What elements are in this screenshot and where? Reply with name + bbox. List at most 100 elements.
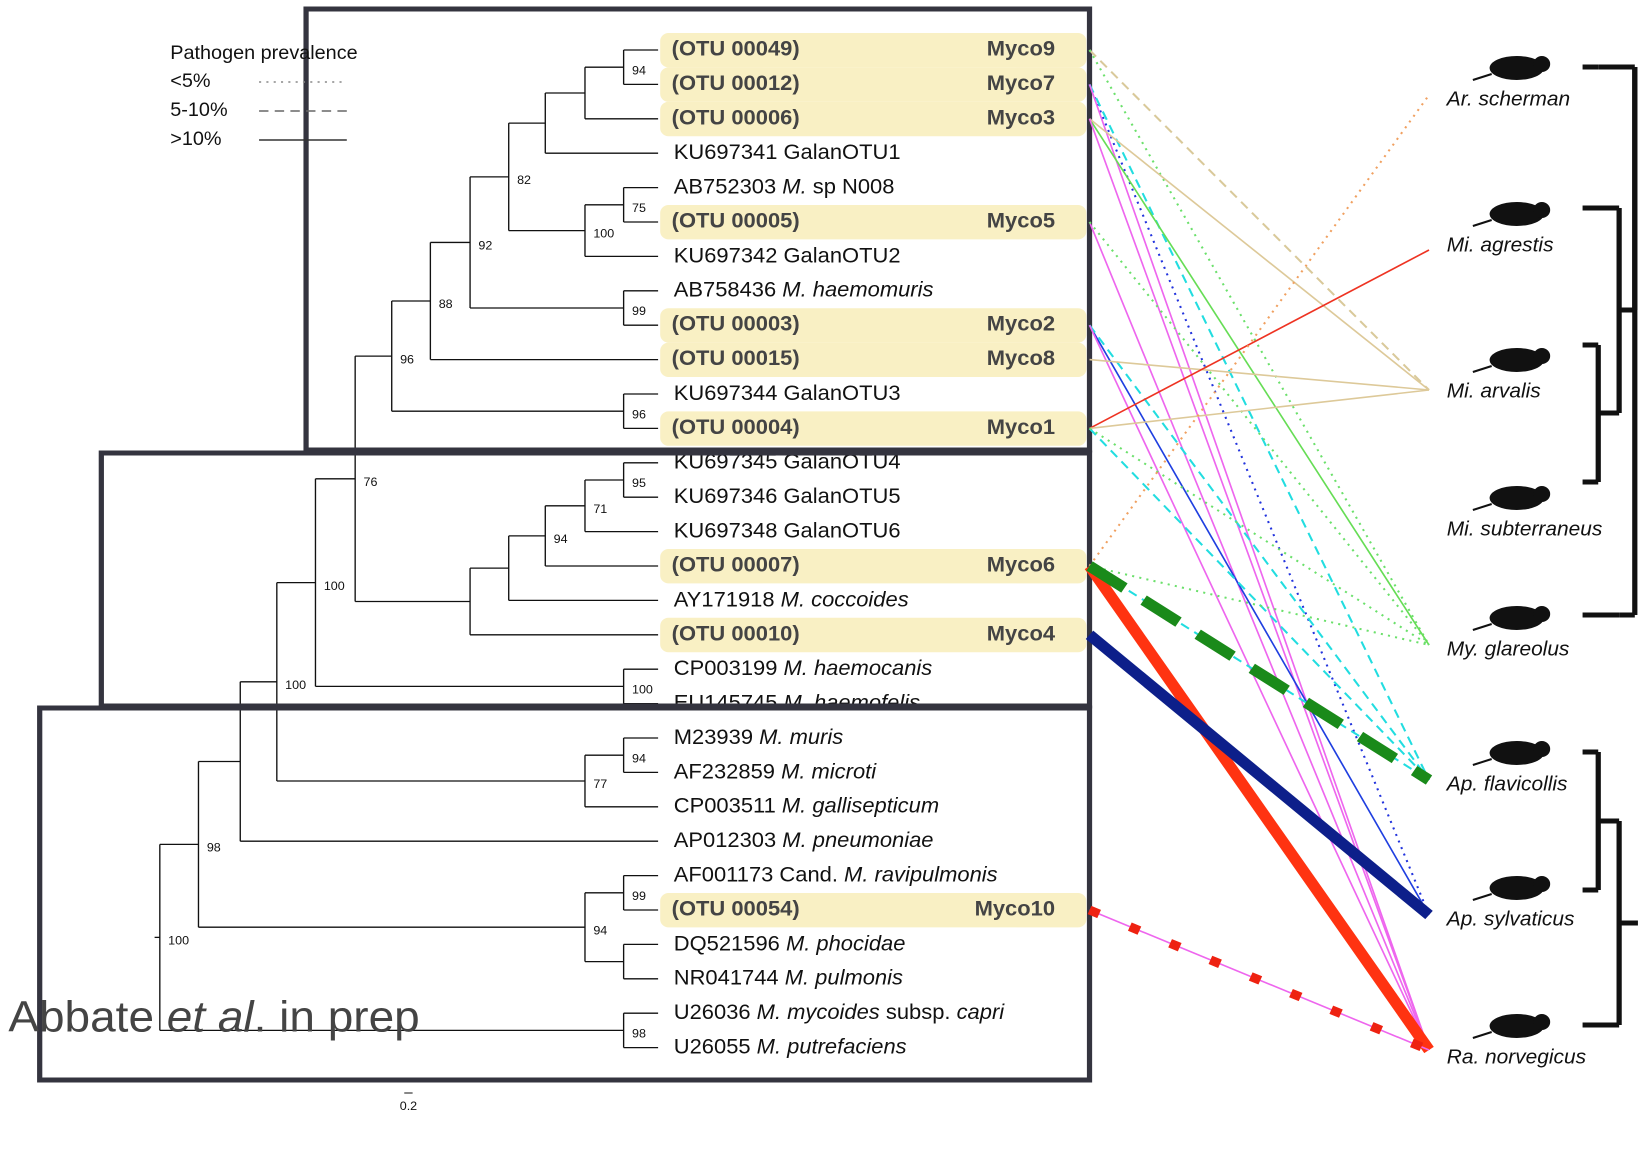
tip-label: KU697341 GalanOTU1 xyxy=(674,140,901,163)
otu-highlight xyxy=(660,101,1087,137)
tip-label: AB752303 M. sp N008 xyxy=(674,175,895,198)
association-link xyxy=(1084,562,1434,1054)
tip-label: KU697348 GalanOTU6 xyxy=(674,519,901,542)
silhouette-tail xyxy=(1472,503,1493,511)
tip-label-part: M. muris xyxy=(759,725,843,748)
bootstrap-value: 94 xyxy=(554,532,568,546)
figure-body: 94 75 100 82 99 92 88 96 96 95 71 94 76 100 100 94 77 100… xyxy=(8,6,1638,1113)
tip-label: AF232859 M. microti xyxy=(674,759,878,782)
credit: Abbate et al. in prep xyxy=(8,992,419,1042)
clade-box xyxy=(303,6,1093,453)
host-silhouette xyxy=(1472,202,1551,227)
tip-label-part: M23939 xyxy=(674,725,759,748)
tip-label-part: U26055 xyxy=(674,1035,757,1058)
tip-label: EU145745 M. haemofelis xyxy=(674,691,921,714)
association-link xyxy=(1088,118,1430,646)
tip-label-part: M. putrefaciens xyxy=(757,1035,907,1058)
host-label: Ap. sylvaticus xyxy=(1445,908,1575,930)
otu-label: (OTU 00010) xyxy=(672,622,800,645)
tip-label: CP003511 M. gallisepticum xyxy=(674,794,939,817)
silhouette-tail xyxy=(1472,758,1493,766)
tip-label-part: KU697344 GalanOTU3 xyxy=(674,381,901,404)
myco-label: Myco1 xyxy=(987,415,1055,438)
otu-highlight xyxy=(660,342,1087,377)
association-link xyxy=(1088,221,1430,646)
myco-label: Myco2 xyxy=(987,312,1055,335)
tip-label-part: M. pneumoniae xyxy=(782,828,933,851)
bootstrap-value: 75 xyxy=(632,201,646,215)
silhouette-tail xyxy=(1472,73,1493,81)
tip-label-part: NR041744 xyxy=(674,966,785,989)
silhouette-head xyxy=(1533,876,1551,892)
bootstrap-value: 96 xyxy=(632,408,646,422)
host-silhouette xyxy=(1472,486,1551,511)
myco-label: Myco8 xyxy=(987,347,1055,370)
tip-label-part: M. xyxy=(782,175,806,198)
association-link xyxy=(1088,427,1430,646)
association-link xyxy=(1088,84,1430,1051)
silhouette-body xyxy=(1489,56,1544,80)
credit-part: Abbate xyxy=(8,992,166,1042)
association-link xyxy=(1088,94,1430,567)
legend-title: Pathogen prevalence xyxy=(170,42,357,64)
otu-highlight xyxy=(660,617,1087,653)
association-link xyxy=(1088,324,1430,916)
otu-label: (OTU 00005) xyxy=(672,209,800,232)
association-link xyxy=(1089,389,1430,430)
myco-label: Myco7 xyxy=(987,71,1055,94)
otu-highlight xyxy=(660,411,1087,446)
host-silhouette xyxy=(1472,1014,1551,1039)
association-link xyxy=(1087,905,1431,1055)
bootstrap-value: 94 xyxy=(632,64,646,78)
bootstrap-value: 88 xyxy=(439,297,453,311)
silhouette-tail xyxy=(1472,1031,1493,1039)
host-label: My. glareolus xyxy=(1447,638,1570,660)
otu-label: (OTU 00054) xyxy=(672,897,800,920)
tip-label: U26036 M. mycoides subsp. capri xyxy=(674,1000,1006,1023)
legend-label: 5-10% xyxy=(170,99,227,121)
host-label: Mi. agrestis xyxy=(1447,234,1554,256)
tip-label: AY171918 M. coccoides xyxy=(674,587,909,610)
tip-label-part: M. pulmonis xyxy=(785,966,903,989)
association-link xyxy=(1088,324,1430,781)
association-link xyxy=(1086,561,1433,785)
bootstrap-value: 94 xyxy=(632,752,646,766)
tip-label-part: M. phocidae xyxy=(786,931,906,954)
tip-label-part: M. gallisepticum xyxy=(782,794,939,817)
association-link xyxy=(1088,49,1430,391)
tip-label-part: M. haemocanis xyxy=(784,656,933,679)
tip-label: NR041744 M. pulmonis xyxy=(674,966,903,989)
silhouette-head xyxy=(1533,56,1551,72)
myco-label: Myco4 xyxy=(987,622,1055,645)
silhouette-body xyxy=(1489,348,1544,372)
association-link xyxy=(1088,427,1430,781)
tip-label: KU697342 GalanOTU2 xyxy=(674,243,901,266)
otu-label: (OTU 00012) xyxy=(672,71,800,94)
tip-label-part: subsp. xyxy=(880,1000,957,1023)
tip-label: KU697345 GalanOTU4 xyxy=(674,450,901,473)
tip-label-part: M. coccoides xyxy=(781,587,909,610)
tip-label-part: capri xyxy=(957,1000,1006,1023)
tip-label-part: AY171918 xyxy=(674,587,781,610)
association-link xyxy=(1088,83,1430,781)
myco-label: Myco9 xyxy=(987,37,1055,60)
association-link xyxy=(1088,324,1430,1051)
clade-box xyxy=(37,705,1093,1083)
bootstrap-value: 100 xyxy=(285,678,306,692)
otu-highlight xyxy=(660,308,1087,343)
tip-label-part: AB758436 xyxy=(674,278,783,301)
silhouette-head xyxy=(1533,606,1551,622)
otu-highlight xyxy=(660,893,1087,928)
otu-label: (OTU 00015) xyxy=(672,347,800,370)
association-link xyxy=(1088,221,1430,1051)
tip-label: AP012303 M. pneumoniae xyxy=(674,828,934,851)
otu-highlight xyxy=(660,205,1087,240)
tip-label-part: KU697348 GalanOTU6 xyxy=(674,519,901,542)
tip-label: AF001173 Cand. M. ravipulmonis xyxy=(674,863,998,886)
tip-label-part: CP003511 xyxy=(674,794,782,817)
otu-label: (OTU 00006) xyxy=(672,106,800,129)
association-link xyxy=(1085,630,1433,920)
silhouette-tail xyxy=(1472,893,1493,901)
otu-highlight xyxy=(660,549,1087,584)
tip-label-part: M. haemomuris xyxy=(782,278,933,301)
